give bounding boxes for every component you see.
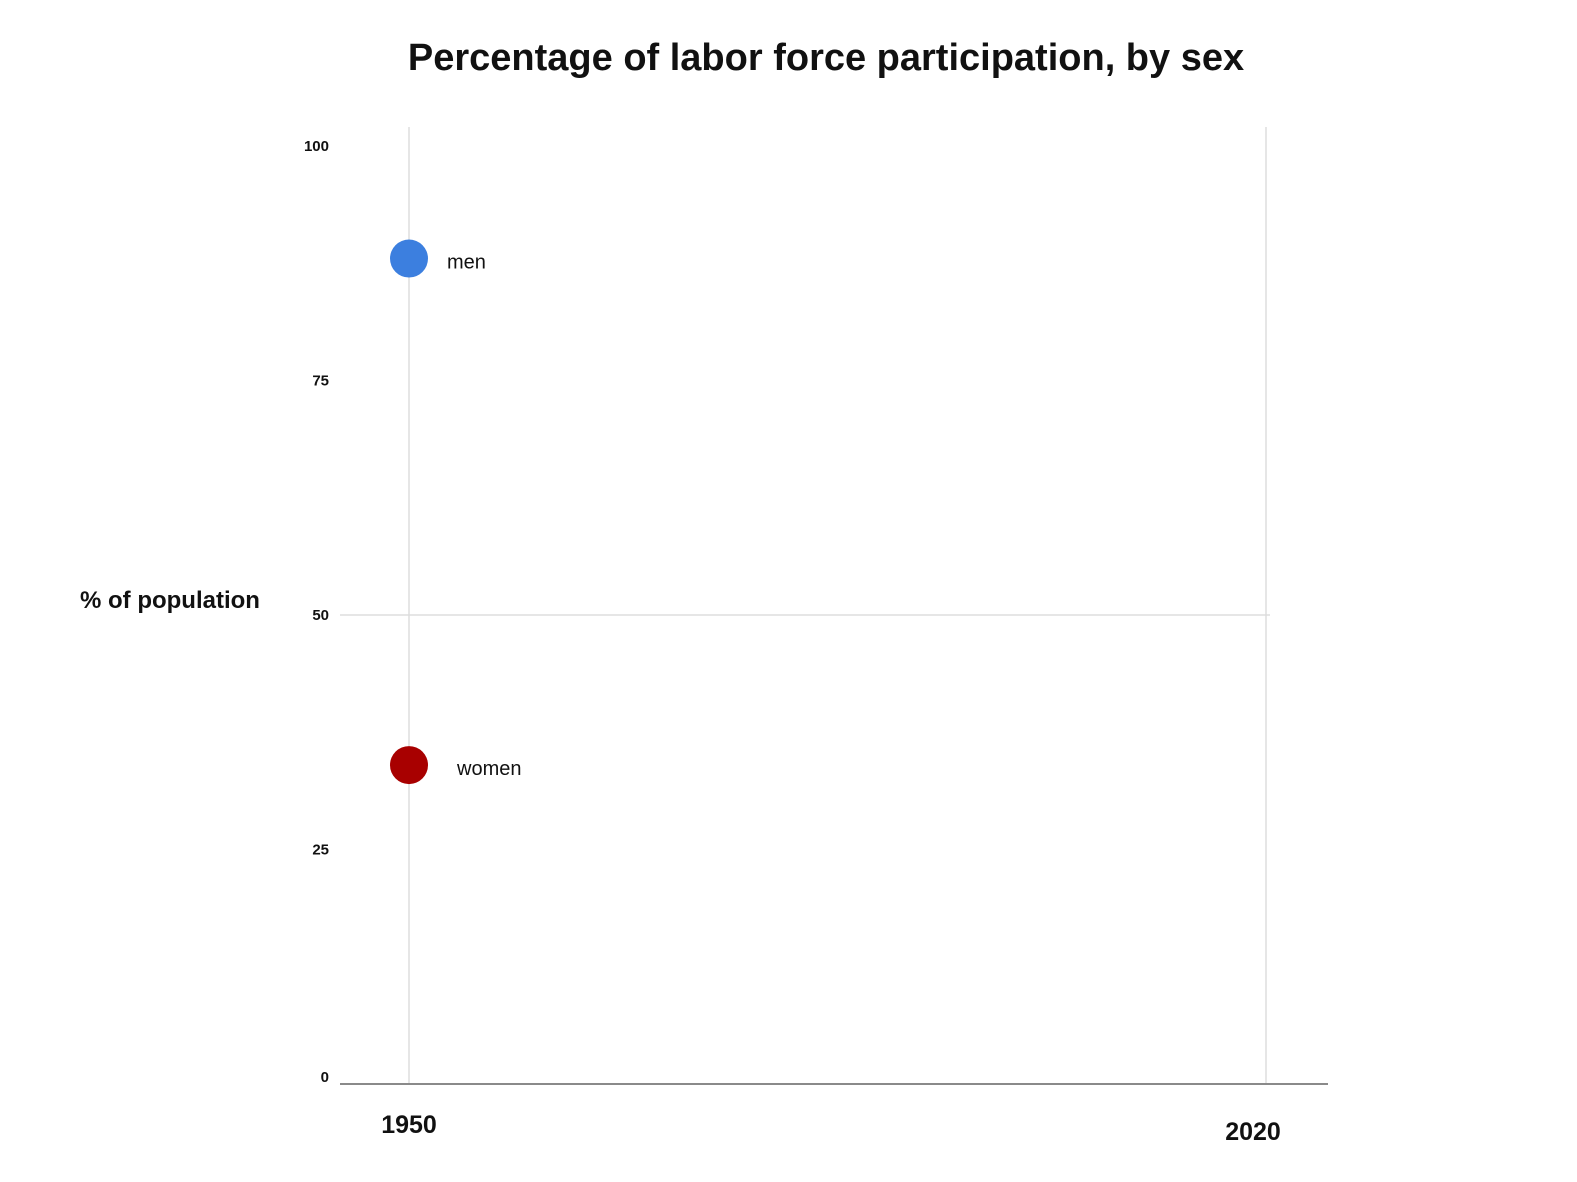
y-tick-label-0: 0 [321, 1069, 329, 1086]
data-label-women: women [456, 758, 521, 780]
y-tick-label-100: 100 [304, 138, 329, 155]
data-points: men women [390, 239, 521, 785]
y-tick-label-75: 75 [312, 373, 329, 390]
chart-title: Percentage of labor force participation,… [408, 37, 1244, 79]
x-tick-labels: 1950 2020 [381, 1111, 1281, 1146]
x-tick-label-2020: 2020 [1225, 1118, 1281, 1146]
y-tick-label-50: 50 [312, 607, 329, 624]
data-point-men [390, 239, 428, 278]
y-tick-labels: 0 25 50 75 100 [304, 138, 329, 1086]
data-point-women [390, 746, 428, 785]
data-label-men: men [447, 252, 486, 274]
y-axis-label: % of population [80, 587, 260, 614]
x-tick-label-1950: 1950 [381, 1111, 437, 1139]
grid-lines [340, 127, 1270, 1084]
y-tick-label-25: 25 [312, 842, 329, 859]
